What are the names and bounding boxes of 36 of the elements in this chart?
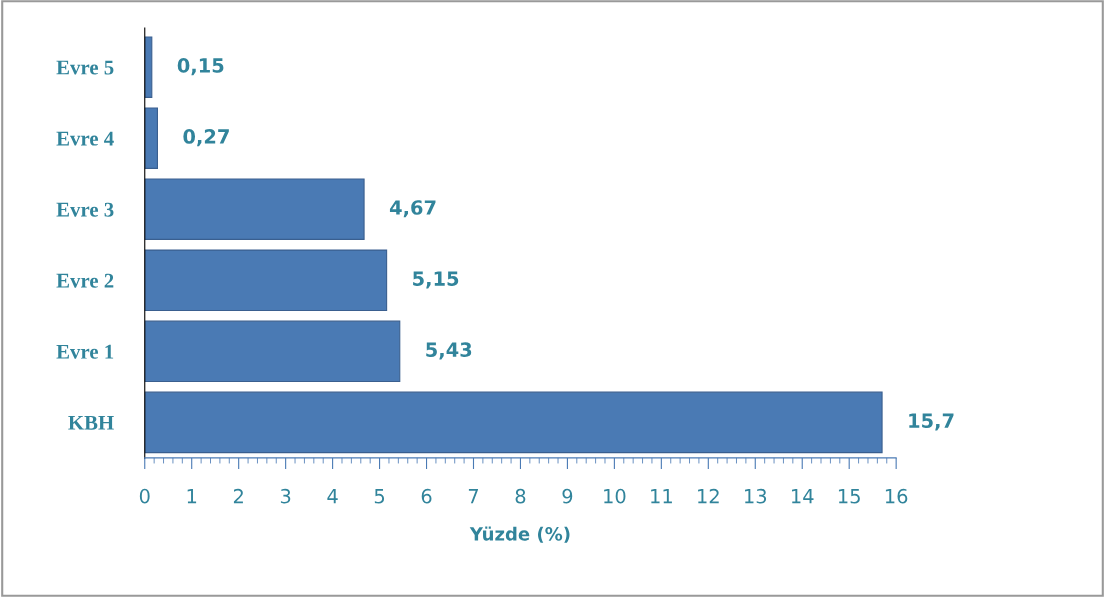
y-tick-label: Evre 4 <box>56 131 114 146</box>
x-tick-label: 7 <box>468 489 479 504</box>
x-tick-label: 6 <box>421 488 432 504</box>
data-label: 5,43 <box>426 342 472 360</box>
data-label: 0,27 <box>183 129 229 147</box>
data-label: 15,7 <box>909 413 954 431</box>
bar <box>144 36 153 98</box>
y-tick-label: Evre 1 <box>56 344 114 359</box>
bar <box>144 107 158 169</box>
x-tick-label: 5 <box>374 489 385 504</box>
x-tick-label: 3 <box>280 488 291 504</box>
x-tick-label: 10 <box>604 488 626 504</box>
x-tick-label: 9 <box>562 488 573 504</box>
x-tick-label: 14 <box>791 489 814 504</box>
x-tick-label: 13 <box>745 488 767 504</box>
y-tick-label: Evre 3 <box>56 202 114 217</box>
data-label: 0,15 <box>177 58 224 76</box>
y-tick-label: Evre 2 <box>56 273 114 288</box>
bar <box>144 178 365 240</box>
x-tick-label: 1 <box>187 489 197 504</box>
data-label: 4,67 <box>389 200 436 218</box>
bar <box>144 249 388 312</box>
x-tick-label: 12 <box>698 488 719 504</box>
x-tick-label: 8 <box>515 488 526 504</box>
x-tick-label: 15 <box>838 489 860 504</box>
x-tick-label: 4 <box>327 489 338 504</box>
y-tick-label: Evre 5 <box>56 60 114 75</box>
bar <box>144 391 883 454</box>
x-tick-label: 11 <box>651 489 672 504</box>
x-tick-label: 16 <box>885 488 908 504</box>
bar <box>144 320 401 383</box>
x-axis-title: Yüzde (%) <box>469 526 570 543</box>
data-label: 5,15 <box>413 271 459 289</box>
x-tick-label: 2 <box>233 488 243 504</box>
y-tick-label: KBH <box>68 415 114 430</box>
x-tick-label: 0 <box>139 488 150 504</box>
